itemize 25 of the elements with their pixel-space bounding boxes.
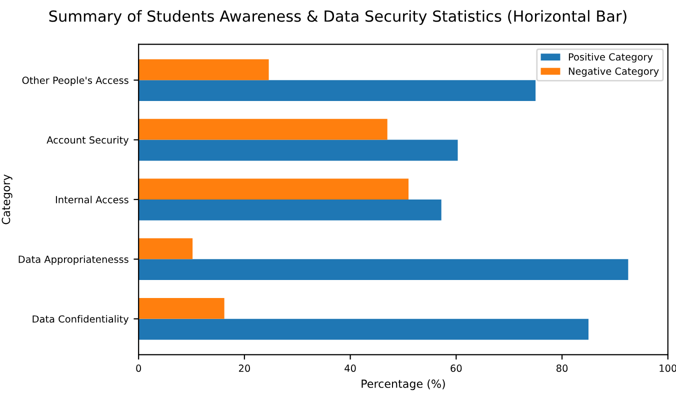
bar	[138, 178, 409, 200]
bar	[138, 118, 388, 140]
x-axis-title: Percentage (%)	[362, 379, 445, 390]
x-tick-label: 0	[136, 364, 142, 372]
x-tick-label: 60	[450, 364, 462, 372]
bar	[138, 318, 588, 340]
x-tick-label: 80	[556, 364, 568, 372]
legend-label: Negative Category	[568, 67, 659, 77]
chart-title: Summary of Students Awareness & Data Security Statistics (Horizontal Bar)	[49, 10, 626, 25]
y-tick-label: Data Confidentiality	[32, 315, 129, 325]
y-tick-label: Data Appropriatenesss	[18, 255, 128, 265]
y-tick-label: Account Security	[46, 136, 129, 146]
bar	[138, 298, 224, 319]
x-tick-label: 20	[238, 364, 250, 372]
x-tick-label: 40	[344, 364, 356, 372]
bar	[138, 80, 536, 102]
y-tick-label: Other People's Access	[22, 76, 128, 86]
bar	[138, 259, 628, 280]
y-tick-label: Internal Access	[56, 196, 128, 204]
legend-label: Positive Category	[568, 53, 653, 62]
bar	[138, 59, 269, 80]
bar	[138, 140, 458, 161]
bar	[138, 199, 442, 220]
bar	[138, 238, 193, 260]
y-axis-title: Category	[2, 174, 12, 224]
